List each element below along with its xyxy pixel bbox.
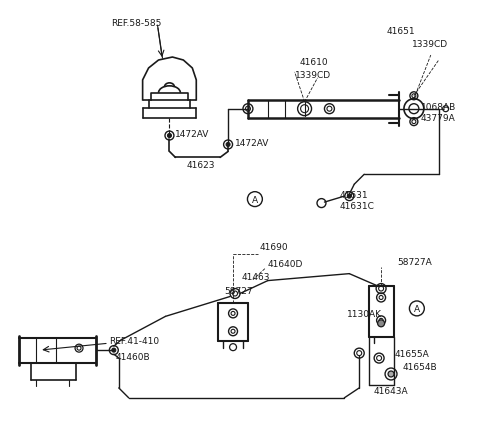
Text: 41610: 41610 <box>300 58 328 67</box>
Text: 1130AK: 1130AK <box>348 309 382 318</box>
Circle shape <box>168 134 171 138</box>
Text: 1068AB: 1068AB <box>421 103 456 112</box>
Text: REF.58-585: REF.58-585 <box>111 19 161 28</box>
Text: 41623: 41623 <box>186 161 215 169</box>
Text: 1339CD: 1339CD <box>295 71 331 80</box>
Circle shape <box>226 143 230 147</box>
Text: A: A <box>414 304 420 313</box>
Text: 41655A: 41655A <box>395 349 430 358</box>
Text: 1472AV: 1472AV <box>175 130 210 139</box>
Text: 41631: 41631 <box>339 190 368 199</box>
Text: 41651: 41651 <box>387 26 416 36</box>
Text: 41460B: 41460B <box>116 352 150 361</box>
Text: REF.41-410: REF.41-410 <box>109 336 159 345</box>
Text: 1472AV: 1472AV <box>235 138 269 148</box>
Circle shape <box>348 195 351 199</box>
Circle shape <box>378 320 384 327</box>
Text: A: A <box>252 195 258 204</box>
Text: 41640D: 41640D <box>268 260 303 269</box>
Text: 58727: 58727 <box>224 286 253 296</box>
Circle shape <box>388 371 394 377</box>
Text: 41690: 41690 <box>260 243 288 252</box>
Text: 41463: 41463 <box>242 273 271 282</box>
Text: 1339CD: 1339CD <box>412 39 448 49</box>
Text: 43779A: 43779A <box>421 114 456 123</box>
Circle shape <box>112 349 116 352</box>
Text: 58727A: 58727A <box>397 258 432 266</box>
Text: 41654B: 41654B <box>403 362 438 371</box>
Text: 41631C: 41631C <box>339 201 374 210</box>
Text: 41643A: 41643A <box>373 387 408 395</box>
